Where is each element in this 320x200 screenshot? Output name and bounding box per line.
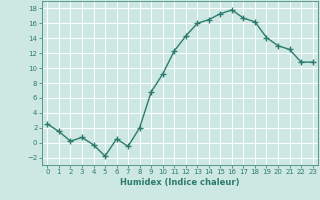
X-axis label: Humidex (Indice chaleur): Humidex (Indice chaleur) (120, 178, 240, 187)
